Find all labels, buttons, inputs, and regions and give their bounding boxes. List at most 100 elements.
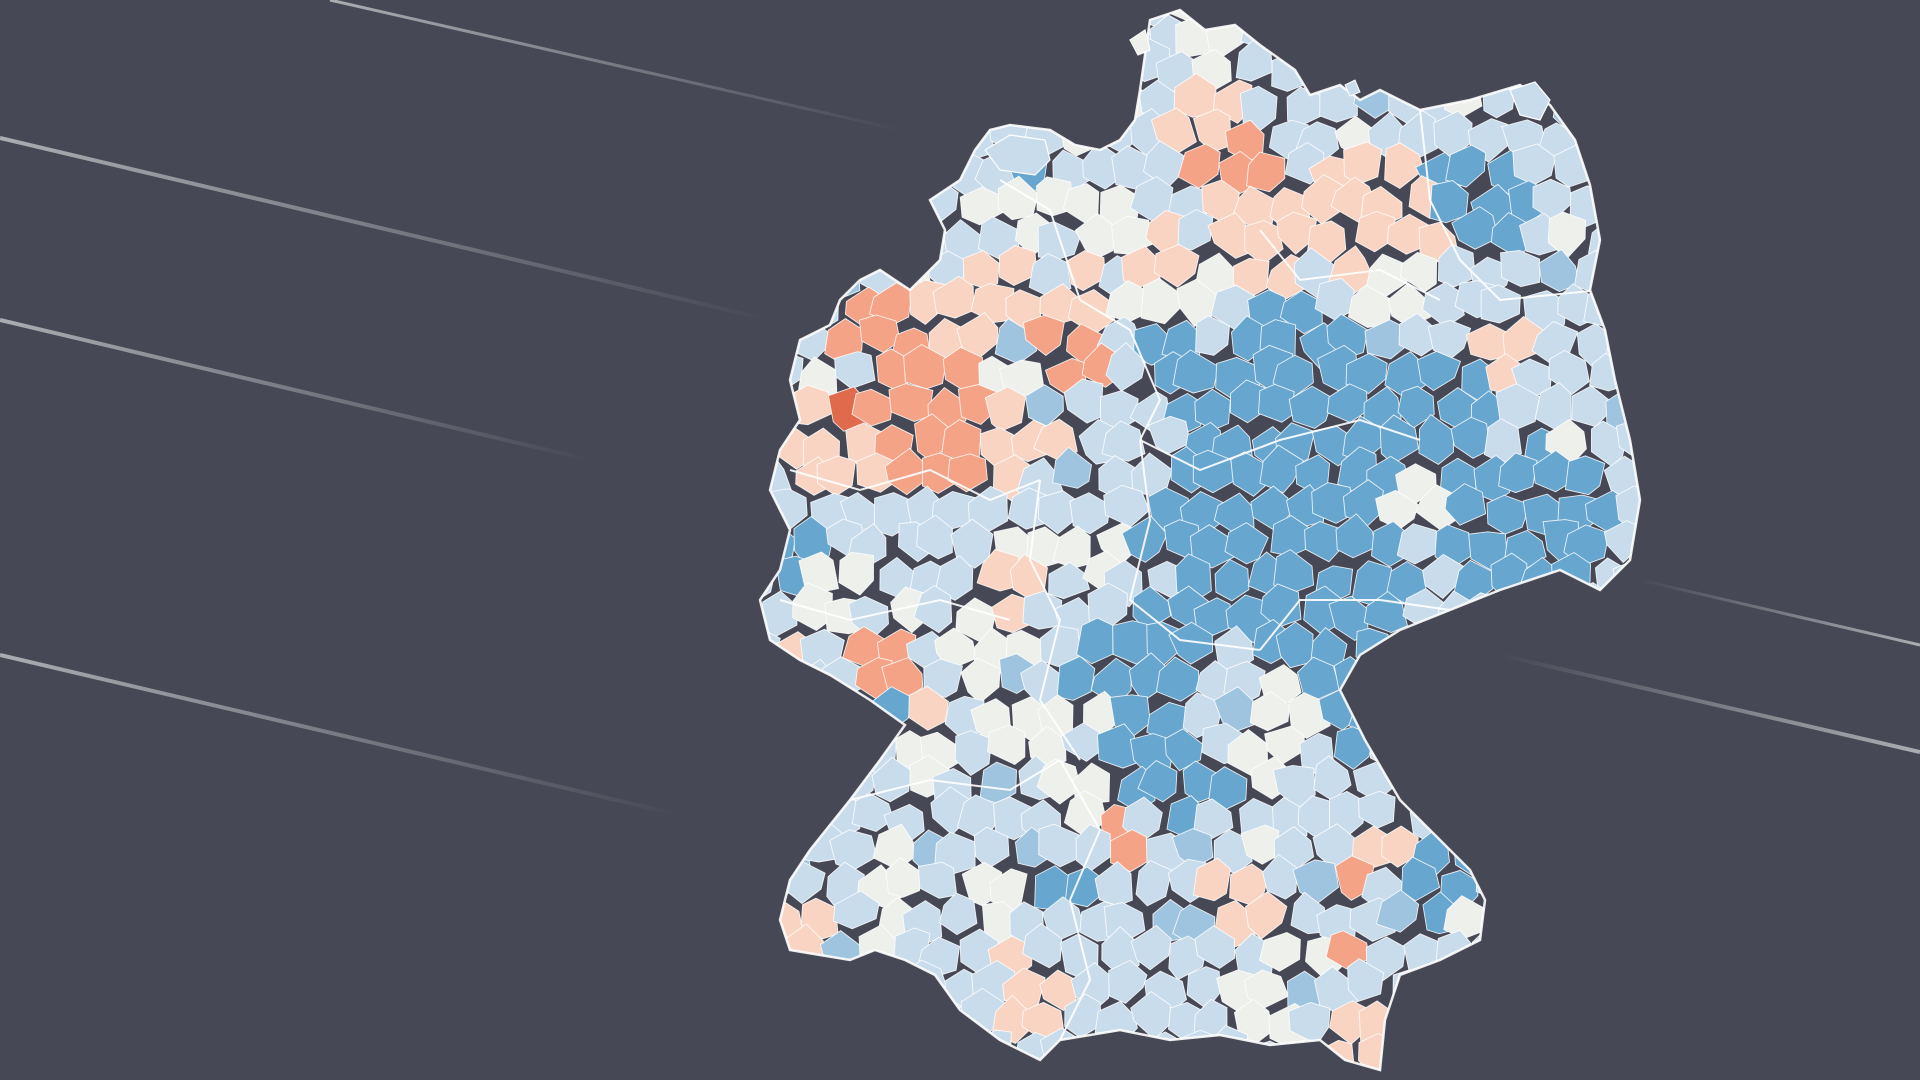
district-region [1021,1063,1056,1070]
district-region [1074,1037,1118,1070]
district-region [1224,522,1269,565]
district-region [766,351,804,395]
district-region [760,459,761,500]
district-region [1333,726,1375,770]
district-region [1440,797,1483,842]
district-region [1563,721,1607,769]
district-region [760,556,776,605]
district-region [783,997,817,1041]
district-region [760,960,777,1007]
district-region [1058,1066,1098,1070]
district-region [1442,1063,1483,1070]
district-region [1584,697,1624,740]
district-region [1358,1032,1393,1070]
district-region [1606,1069,1640,1070]
district-region [1063,378,1104,424]
district-region [913,585,953,634]
district-region [1605,792,1640,833]
district-region [862,10,895,23]
district-region [1595,1004,1640,1047]
district-region [764,220,806,262]
district-region [851,990,897,1037]
district-region [831,726,867,773]
district-region [1036,758,1082,805]
district-region [1600,250,1640,293]
district-region [1360,51,1404,93]
district-region [1444,684,1482,728]
district-region [1658,903,1698,941]
district-region [1574,42,1617,88]
district-region [820,10,863,25]
district-region [760,999,764,1041]
district-region [846,153,884,195]
district-region [908,685,949,731]
district-region [760,312,791,360]
district-region [1426,10,1468,21]
district-region [1214,558,1250,602]
district-region [1391,633,1429,674]
district-region [825,1076,868,1080]
district-region [1503,800,1546,839]
district-region [1578,77,1626,122]
district-region [1554,960,1600,1008]
district-region [1500,249,1541,288]
district-region [806,750,849,801]
district-region [769,14,807,57]
district-region [1444,483,1487,526]
district-region [760,323,761,370]
district-region [1618,826,1640,871]
district-region [1168,621,1214,665]
district-region [970,283,1015,323]
district-region [1437,243,1476,288]
district-region [1110,829,1152,873]
district-region [1290,891,1327,935]
district-region [1242,1040,1286,1070]
district-region [1451,620,1499,672]
district-region [1022,923,1063,969]
district-region [1474,1000,1517,1043]
district-region [890,10,931,23]
district-region [1658,286,1700,326]
district-region [1332,10,1369,20]
district-region [760,145,776,183]
district-region [934,555,974,601]
district-region [718,928,758,973]
district-region [760,352,778,396]
streak-line [329,0,901,132]
district-region [1564,455,1606,496]
background-streaks [0,0,1920,817]
district-region [1402,45,1447,88]
state-border [1028,479,1081,761]
district-region [1465,10,1507,23]
district-region [1384,1033,1425,1070]
district-region [760,724,795,769]
district-region [1052,446,1092,489]
district-region [998,244,1038,287]
district-region [1480,284,1521,324]
district-region [1645,1036,1690,1078]
district-region [809,150,850,198]
district-region [1137,760,1178,803]
district-region [842,214,882,260]
district-region [1495,1000,1538,1047]
district-region [1192,857,1231,902]
district-region [1204,10,1247,58]
district-region [1646,1076,1687,1080]
district-region [818,179,866,221]
district-region [1441,734,1484,775]
district-region [1662,214,1701,260]
state-border [999,179,1081,301]
district-region [760,250,762,292]
district-region [760,789,796,837]
district-region [1617,224,1640,264]
district-region [892,1006,936,1048]
district-region [833,1031,872,1070]
district-region [875,211,918,262]
district-region [1551,822,1589,869]
district-region [760,255,789,302]
district-region [718,526,759,569]
district-region [760,590,798,637]
district-region [1416,350,1462,392]
district-region [1497,863,1536,908]
